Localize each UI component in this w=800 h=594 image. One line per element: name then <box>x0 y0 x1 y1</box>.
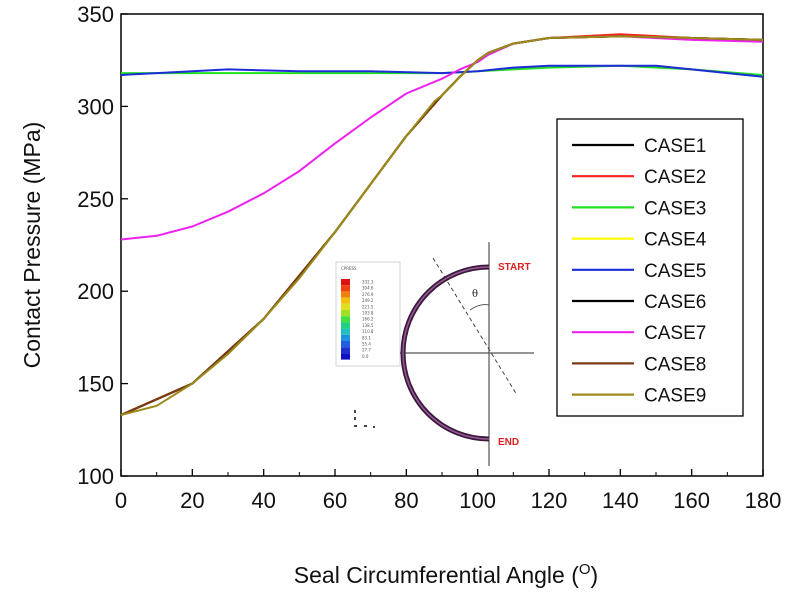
series-line-case5 <box>120 64 764 78</box>
contour-swatch <box>341 334 350 341</box>
contour-value: 110.8 <box>362 329 374 334</box>
contour-swatch <box>341 347 350 354</box>
start-label: START <box>498 262 531 273</box>
contour-value: 55.4 <box>362 342 371 347</box>
contour-value: 221.5 <box>362 304 374 309</box>
x-axis-title-unit: O <box>579 561 591 578</box>
legend-label: CASE5 <box>644 261 706 282</box>
contour-value: 0.0 <box>362 354 369 359</box>
x-tick-label: 140 <box>602 488 639 513</box>
triad-icon <box>354 410 375 428</box>
contour-value: 249.2 <box>362 298 374 303</box>
legend-label: CASE7 <box>644 323 706 344</box>
theta-arc <box>469 304 490 311</box>
x-tick-label: 180 <box>745 488 782 513</box>
legend-label: CASE2 <box>644 167 706 188</box>
contour-swatch <box>341 328 350 335</box>
y-tick-label: 350 <box>77 2 114 27</box>
x-tick-label: 120 <box>531 488 568 513</box>
contour-swatch <box>341 297 350 304</box>
legend-label: CASE6 <box>644 292 706 313</box>
contour-value: 83.1 <box>362 335 371 340</box>
series-line-case9 <box>120 35 764 416</box>
y-tick-label: 200 <box>77 279 114 304</box>
seal-arc-highlight <box>402 266 490 440</box>
x-axis-ticks: 0 20 40 60 80 100 120 140 160 180 <box>115 469 781 513</box>
contour-swatch <box>341 341 350 348</box>
y-tick-label: 250 <box>77 187 114 212</box>
x-tick-label: 0 <box>115 488 127 513</box>
legend-label: CASE3 <box>644 198 706 219</box>
series-lines <box>120 33 764 416</box>
x-tick-label: 40 <box>251 488 275 513</box>
contour-swatch <box>341 303 350 310</box>
end-label: END <box>498 437 519 448</box>
contour-swatch <box>341 316 350 323</box>
y-tick-label: 100 <box>77 464 114 489</box>
x-axis-title: Seal Circumferential Angle (O) <box>294 561 598 588</box>
x-axis-title-close: ) <box>591 562 599 588</box>
contour-swatch <box>341 353 350 360</box>
contour-value: 304.6 <box>362 286 374 291</box>
contour-value: 166.2 <box>362 317 374 322</box>
contour-legend-title: CPRESS <box>341 266 357 271</box>
contour-value: 27.7 <box>362 348 371 353</box>
angle-dashed-line <box>432 257 518 396</box>
contour-swatch <box>341 310 350 317</box>
legend: CASE1 CASE2 CASE3 CASE4 CASE5 CASE6 CASE7 CASE8… <box>556 118 744 417</box>
y-axis-title: Contact Pressure (MPa) <box>19 122 45 369</box>
contour-swatch <box>341 291 350 298</box>
legend-label: CASE4 <box>644 230 707 251</box>
x-axis-title-main: Seal Circumferential Angle ( <box>294 562 579 588</box>
contour-value: 193.8 <box>362 311 374 316</box>
legend-label: CASE1 <box>644 136 706 157</box>
y-axis-ticks: 100 150 200 250 300 350 <box>77 2 128 489</box>
legend-box <box>556 118 744 417</box>
x-tick-label: 100 <box>459 488 496 513</box>
contour-swatch <box>341 322 350 329</box>
legend-label: CASE9 <box>644 386 706 407</box>
x-tick-label: 160 <box>673 488 710 513</box>
theta-label: θ <box>472 289 478 300</box>
contour-value: 276.9 <box>362 292 374 297</box>
contour-swatch <box>341 285 350 292</box>
legend-label: CASE8 <box>644 354 706 375</box>
contour-swatch <box>341 279 350 286</box>
contour-value: 332.3 <box>362 280 374 285</box>
contour-value: 138.5 <box>362 323 374 328</box>
x-tick-label: 80 <box>394 488 418 513</box>
x-tick-label: 20 <box>180 488 204 513</box>
y-tick-label: 150 <box>77 372 114 397</box>
x-tick-label: 60 <box>323 488 347 513</box>
y-tick-label: 300 <box>77 94 114 119</box>
